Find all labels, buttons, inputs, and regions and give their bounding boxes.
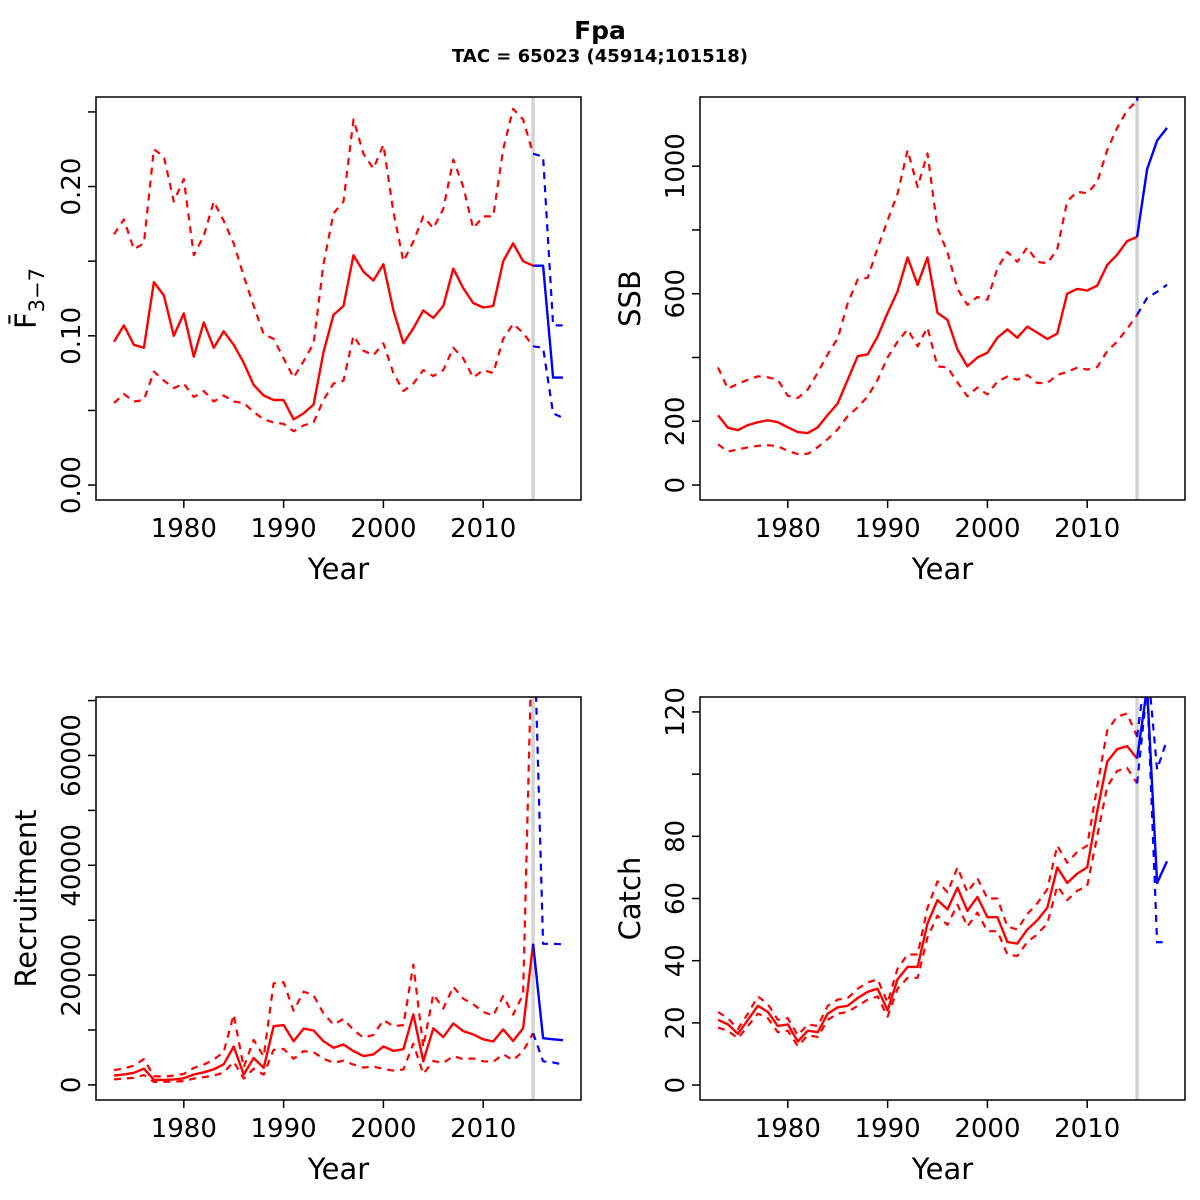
fbar-frame [95,96,582,501]
x-tick-label: 1980 [755,1114,821,1144]
catch-history-median [717,744,1139,1043]
y-tick-label: 0.20 [57,158,87,216]
y-tick-label: 0.10 [57,307,87,365]
ssb-series-group [717,97,1168,456]
tac-subtitle: TAC = 65023 (45914;101518) [452,46,748,67]
y-tick-label: 0.00 [57,456,87,514]
ssb-forecast-upper-ci [1136,97,1139,101]
panel-ssb: 1980 1990 2000 2010 0 200 600 1000 Year SSB [613,96,1186,586]
x-tick-label: 1990 [855,1114,921,1144]
recruitment-series-group [113,697,564,1084]
x-tick-label: 1980 [151,514,217,544]
ssb-x-axis-title: Year [911,552,973,586]
y-tick-label: 40000 [57,824,87,907]
x-tick-label: 1980 [151,1114,217,1144]
y-tick-label: 0 [57,1077,87,1094]
y-tick-label: 200 [661,396,691,446]
x-tick-label: 2010 [1054,1114,1120,1144]
x-tick-label: 2010 [1054,514,1120,544]
y-tick-label: 20 [661,1006,691,1039]
catch-series-group [717,697,1169,1048]
fbar-series-group [112,107,564,433]
fbar-history-upper-ci [113,107,535,379]
fbar-history-median [112,242,534,421]
recruitment-frame [95,696,582,1101]
catch-y-axis-title: Catch [613,857,647,941]
catch-history-upper-ci [717,712,1139,1037]
recruitment-forecast-lower-ci [532,1032,564,1066]
fbar-forecast-median [533,264,563,379]
catch-forecast-upper-ci [1136,697,1169,771]
x-tick-label: 2000 [954,514,1020,544]
recruitment-x-axis-title: Year [307,1152,369,1186]
page-title: Fpa [574,16,626,45]
x-tick-label: 2000 [350,1114,416,1144]
recruitment-history-median [113,943,535,1082]
x-tick-label: 2010 [450,514,516,544]
y-tick-label: 120 [661,687,691,737]
ssb-y-axis-title: SSB [613,270,647,327]
x-tick-label: 1990 [251,1114,317,1144]
fbar-forecast-lower-ci [532,345,564,419]
ssb-forecast-median [1135,127,1168,238]
panel-recruitment: 1980 1990 2000 2010 0 20000 40000 60000 Year Recr… [9,696,582,1186]
y-tick-label: 80 [661,820,691,853]
y-tick-label: 0 [661,477,691,494]
y-tick-label: 60 [661,882,691,915]
ssb-frame [699,96,1186,501]
y-tick-label: 60000 [57,714,87,797]
catch-forecast-lower-ci [1136,697,1168,944]
panel-catch: 1980 1990 2000 2010 0 20 40 60 80 120 Year Catch [613,687,1186,1186]
fbar-y-axis-title: F̄3−7 [9,268,49,329]
catch-x-axis-title: Year [911,1152,973,1186]
recruitment-history-upper-ci [113,697,532,1078]
ssb-history-median [717,235,1138,435]
fbar-history-lower-ci [113,322,534,433]
catch-forecast-median [1135,697,1169,885]
catch-history-lower-ci [717,766,1139,1048]
recruitment-y-axis-title: Recruitment [9,809,43,987]
x-tick-label: 1990 [251,514,317,544]
x-tick-label: 2000 [954,1114,1020,1144]
y-tick-label: 1000 [661,133,691,199]
y-tick-label: 20000 [57,934,87,1017]
fbar-forecast-upper-ci [532,152,563,327]
x-tick-label: 2010 [450,1114,516,1144]
recruitment-forecast-upper-ci [535,697,564,946]
y-tick-label: 40 [661,944,691,977]
ssb-history-upper-ci [717,100,1138,400]
y-tick-label: 0 [661,1077,691,1094]
catch-frame [699,696,1186,1101]
x-tick-label: 1980 [755,514,821,544]
fbar-x-axis-title: Year [307,552,369,586]
recruitment-forecast-median [531,943,564,1042]
y-tick-label: 600 [661,269,691,319]
ssb-forecast-lower-ci [1136,283,1168,316]
panel-fbar: 1980 1990 2000 2010 0.00 0.10 0.20 Year F̄3−7 [9,96,582,586]
x-tick-label: 1990 [855,514,921,544]
x-tick-label: 2000 [350,514,416,544]
